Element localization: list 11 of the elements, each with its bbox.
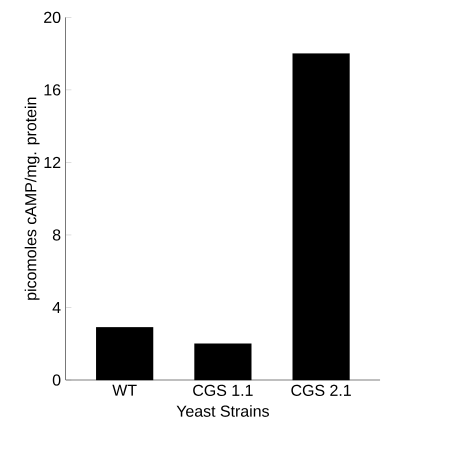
y-tick-label: 8 [52, 229, 60, 241]
x-axis-title: Yeast Strains [176, 405, 269, 417]
y-tick-label: 12 [44, 156, 60, 168]
x-tick-label: CGS 2.1 [291, 384, 351, 396]
y-tick-label: 4 [52, 302, 61, 314]
y-tick-label: 0 [52, 374, 60, 386]
y-tick-label: 16 [44, 84, 60, 96]
y-tick-label: 20 [44, 12, 60, 24]
x-tick-label: WT [112, 384, 137, 396]
x-tick-label: CGS 1.1 [193, 384, 253, 396]
y-axis-title: picomoles cAMP/mg. protein [24, 98, 40, 300]
